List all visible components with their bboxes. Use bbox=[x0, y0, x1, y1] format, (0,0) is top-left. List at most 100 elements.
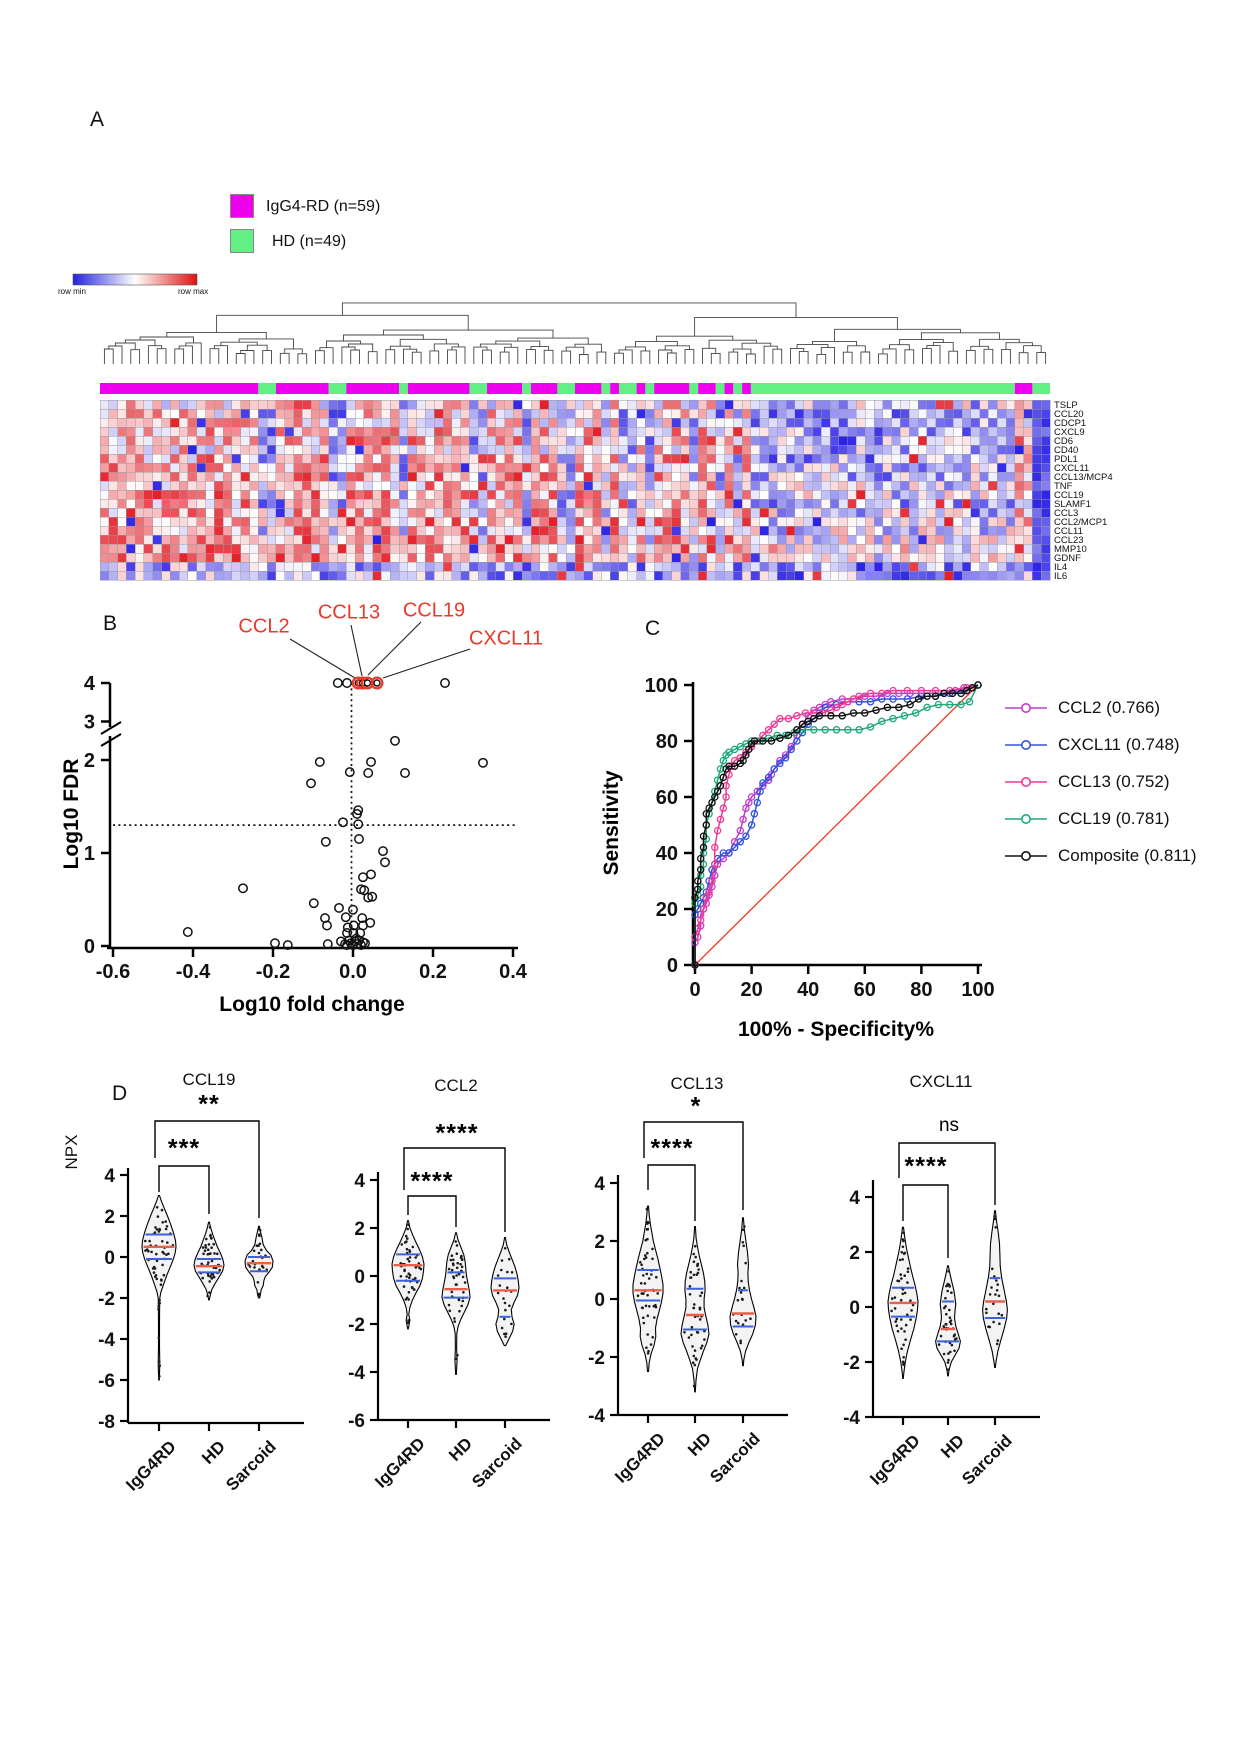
heatmap-cell bbox=[126, 561, 136, 572]
dendrogram-link bbox=[798, 350, 809, 364]
heatmap-cell bbox=[337, 462, 347, 473]
heatmap-cell bbox=[469, 489, 479, 500]
violin-data-point bbox=[407, 1291, 411, 1294]
heatmap-cell bbox=[592, 534, 602, 545]
heatmap-cell bbox=[346, 453, 356, 464]
roc-curve-marker bbox=[844, 726, 852, 734]
heatmap-cell bbox=[266, 561, 277, 572]
group-bar-segment-igg4 bbox=[100, 383, 259, 394]
heatmap-cell bbox=[777, 435, 787, 446]
heatmap-cell bbox=[768, 516, 778, 527]
heatmap-cell bbox=[583, 417, 593, 428]
heatmap-cell bbox=[733, 543, 743, 554]
heatmap-cell bbox=[407, 426, 417, 437]
heatmap-cell bbox=[865, 516, 875, 527]
heatmap-cell bbox=[873, 444, 884, 455]
heatmap-cell bbox=[381, 552, 391, 563]
heatmap-cell bbox=[1032, 534, 1042, 545]
heatmap-cell bbox=[821, 516, 831, 527]
heatmap-cell bbox=[812, 444, 822, 455]
roc-curve-marker bbox=[903, 695, 912, 703]
heatmap-cell bbox=[548, 525, 558, 536]
heatmap-cell bbox=[662, 543, 673, 554]
roc-curve-marker bbox=[725, 748, 733, 756]
gene-label-cxcl11: CXCL11 bbox=[468, 627, 544, 650]
heatmap-cell bbox=[284, 399, 294, 410]
heatmap-cell bbox=[609, 516, 620, 527]
violin-data-point bbox=[455, 1274, 458, 1277]
heatmap-cell bbox=[917, 453, 928, 464]
violin-shape-sarcoid bbox=[729, 1217, 757, 1367]
heatmap-cell bbox=[768, 453, 778, 464]
heatmap-cell bbox=[99, 471, 110, 482]
legend-swatch-igg4rd bbox=[230, 194, 254, 218]
heatmap-cell bbox=[785, 399, 796, 410]
heatmap-cell bbox=[293, 480, 303, 491]
dendrogram-link bbox=[816, 353, 827, 364]
heatmap-cell bbox=[847, 480, 857, 491]
heatmap-cell bbox=[170, 489, 180, 500]
roc-curve-marker bbox=[742, 804, 750, 812]
violin-data-point bbox=[218, 1268, 221, 1272]
heatmap-cell bbox=[302, 534, 312, 545]
heatmap-cell bbox=[733, 498, 743, 509]
heatmap-cell bbox=[284, 444, 294, 455]
heatmap-cell bbox=[865, 507, 875, 518]
heatmap-cell bbox=[636, 453, 646, 464]
heatmap-cell bbox=[645, 471, 655, 482]
heatmap-cell bbox=[592, 444, 602, 455]
violin-data-point bbox=[992, 1302, 995, 1306]
heatmap-cell bbox=[865, 408, 875, 419]
heatmap-cell bbox=[240, 471, 250, 482]
heatmap-cell bbox=[741, 552, 752, 563]
heatmap-cell bbox=[425, 543, 435, 554]
heatmap-cell bbox=[521, 525, 532, 536]
volcano-point bbox=[358, 872, 368, 883]
heatmap-cell bbox=[909, 543, 919, 554]
heatmap-cell bbox=[434, 534, 444, 545]
heatmap-cell bbox=[372, 543, 382, 554]
heatmap-cell bbox=[469, 525, 479, 536]
heatmap-cell bbox=[548, 507, 558, 518]
heatmap-cell bbox=[310, 462, 321, 473]
heatmap-cell bbox=[592, 462, 602, 473]
group-bar-segment-hd bbox=[715, 383, 725, 394]
heatmap-cell bbox=[117, 534, 127, 545]
volcano-point bbox=[400, 768, 410, 778]
heatmap-cell bbox=[847, 471, 857, 482]
heatmap-cell bbox=[821, 489, 831, 500]
violin-data-point bbox=[258, 1268, 261, 1271]
violin-data-point bbox=[455, 1266, 459, 1270]
heatmap-cell bbox=[706, 570, 716, 581]
heatmap-cell bbox=[152, 471, 162, 482]
heatmap-cell bbox=[759, 561, 769, 572]
heatmap-cell bbox=[381, 444, 391, 455]
heatmap-cell bbox=[240, 507, 250, 518]
heatmap-cell bbox=[741, 444, 752, 455]
violin-data-point bbox=[162, 1252, 166, 1255]
roc-curve-marker bbox=[708, 877, 716, 885]
heatmap-cell bbox=[249, 516, 259, 527]
heatmap-cell bbox=[821, 471, 831, 482]
heatmap-cell bbox=[970, 570, 980, 581]
heatmap-cell bbox=[205, 507, 215, 518]
violin-data-point bbox=[457, 1272, 461, 1276]
heatmap-cell bbox=[715, 462, 725, 473]
violin-y-tick-label: -4 bbox=[588, 1406, 605, 1427]
heatmap-cell bbox=[689, 507, 699, 518]
roc-curve-marker bbox=[702, 810, 711, 818]
heatmap-cell bbox=[865, 552, 875, 563]
heatmap-cell bbox=[724, 417, 734, 428]
heatmap-cell bbox=[214, 516, 224, 527]
heatmap-cell bbox=[398, 435, 409, 446]
heatmap-cell bbox=[117, 498, 127, 509]
dendrogram-link bbox=[970, 345, 989, 351]
violin-y-tick-label: -2 bbox=[588, 1348, 605, 1369]
violin-data-point bbox=[699, 1346, 703, 1350]
heatmap-cell bbox=[539, 525, 549, 536]
heatmap-cell bbox=[768, 399, 778, 410]
heatmap-cell bbox=[143, 435, 154, 446]
volcano-point bbox=[380, 857, 390, 868]
heatmap-cell bbox=[117, 489, 127, 500]
violin-data-point bbox=[943, 1306, 946, 1310]
